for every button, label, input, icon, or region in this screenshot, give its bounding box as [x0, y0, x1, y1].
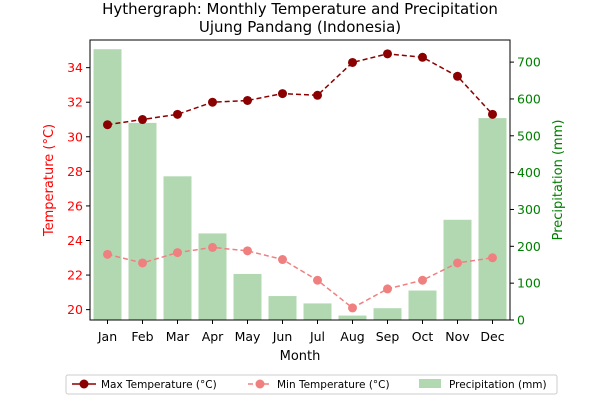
- x-tick-label: Jul: [309, 329, 325, 344]
- max-temperature-point: [313, 90, 322, 100]
- y-right-tick-label: 400: [517, 165, 541, 180]
- legend-max-label: Max Temperature (°C): [101, 379, 217, 391]
- min-temperature-point: [313, 275, 322, 285]
- precipitation-bar: [233, 273, 262, 320]
- max-temperature-point: [488, 109, 497, 119]
- precipitation-bar: [478, 118, 507, 321]
- y-axis-left: 20 22 24 26 28 30 32 34: [67, 60, 90, 317]
- min-temperature-point: [173, 248, 182, 258]
- y-left-tick-label: 30: [67, 129, 83, 144]
- y-left-tick-label: 20: [67, 302, 83, 317]
- max-temperature-point: [103, 120, 112, 130]
- chart-title: Hythergraph: Monthly Temperature and Pre…: [102, 0, 498, 18]
- x-axis-label: Month: [280, 349, 321, 364]
- max-temperature-point: [173, 109, 182, 119]
- max-temperature-point: [278, 89, 287, 99]
- min-temperature-line: [107, 246, 493, 309]
- temperature-lines: [103, 49, 497, 313]
- y-right-tick-label: 300: [517, 202, 541, 217]
- precipitation-bar: [268, 296, 297, 320]
- precipitation-bar: [408, 290, 437, 320]
- y-left-tick-label: 34: [67, 60, 83, 75]
- legend-max-marker: [79, 379, 89, 389]
- y-left-tick-label: 22: [67, 268, 83, 283]
- max-temperature-point: [138, 115, 147, 125]
- legend: Max Temperature (°C) Min Temperature (°C…: [65, 374, 558, 395]
- y-right-tick-label: 600: [517, 91, 541, 106]
- legend-min-label: Min Temperature (°C): [277, 379, 390, 391]
- y-right-tick-label: 700: [517, 55, 541, 70]
- precipitation-bar: [373, 308, 402, 320]
- x-tick-label: Feb: [131, 329, 153, 344]
- max-temperature-point: [243, 95, 252, 105]
- max-temperature-point: [383, 49, 392, 59]
- y-right-tick-label: 500: [517, 128, 541, 143]
- x-tick-label: Nov: [445, 329, 470, 344]
- y-left-tick-label: 24: [67, 233, 83, 248]
- min-temperature-point: [208, 242, 217, 252]
- x-axis: Jan Feb Mar Apr May Jun Jul Aug Sep Oct Nov Dec: [97, 320, 505, 344]
- precipitation-bar: [338, 315, 367, 320]
- y-left-tick-label: 32: [67, 95, 83, 110]
- x-tick-label: Apr: [202, 329, 224, 344]
- min-temperature-point: [278, 255, 287, 265]
- precipitation-bars: [93, 49, 507, 321]
- x-tick-label: Mar: [166, 329, 190, 344]
- precipitation-bar: [303, 303, 332, 320]
- min-temperature-point: [453, 258, 462, 268]
- x-tick-label: Jan: [97, 329, 117, 344]
- min-temperature-point: [488, 253, 497, 263]
- precipitation-bar: [128, 122, 157, 320]
- max-temperature-point: [418, 52, 427, 62]
- x-tick-label: Sep: [376, 329, 400, 344]
- legend-precip-label: Precipitation (mm): [449, 379, 547, 391]
- chart-subtitle: Ujung Pandang (Indonesia): [199, 18, 401, 36]
- min-temperature-point: [383, 284, 392, 294]
- y-right-tick-label: 100: [517, 276, 541, 291]
- min-temperature-point: [243, 246, 252, 256]
- x-tick-label: May: [235, 329, 261, 344]
- x-tick-label: Dec: [480, 329, 504, 344]
- y-axis-right: 0 100 200 300 400 500 600 700: [510, 55, 541, 328]
- legend-precip-swatch: [419, 379, 441, 388]
- min-temperature-point: [348, 303, 357, 313]
- max-temperature-point: [453, 71, 462, 81]
- y-left-tick-label: 26: [67, 198, 83, 213]
- max-temperature-point: [348, 57, 357, 67]
- min-temperature-point: [418, 275, 427, 285]
- y-axis-right-label: Precipitation (mm): [551, 120, 566, 241]
- plot-frame: [89, 39, 511, 321]
- precipitation-bar: [443, 219, 472, 320]
- y-left-tick-label: 28: [67, 164, 83, 179]
- min-temperature-point: [138, 258, 147, 268]
- max-temperature-point: [208, 97, 217, 107]
- min-temperature-point: [103, 249, 112, 259]
- max-temperature-line: [107, 53, 494, 126]
- y-axis-left-label: Temperature (°C): [42, 124, 57, 237]
- y-right-tick-label: 200: [517, 239, 541, 254]
- x-tick-label: Aug: [340, 329, 364, 344]
- x-tick-label: Jun: [272, 329, 293, 344]
- y-right-tick-label: 0: [517, 313, 525, 328]
- legend-min-marker: [255, 379, 265, 389]
- x-tick-label: Oct: [412, 329, 434, 344]
- precipitation-bar: [93, 49, 122, 321]
